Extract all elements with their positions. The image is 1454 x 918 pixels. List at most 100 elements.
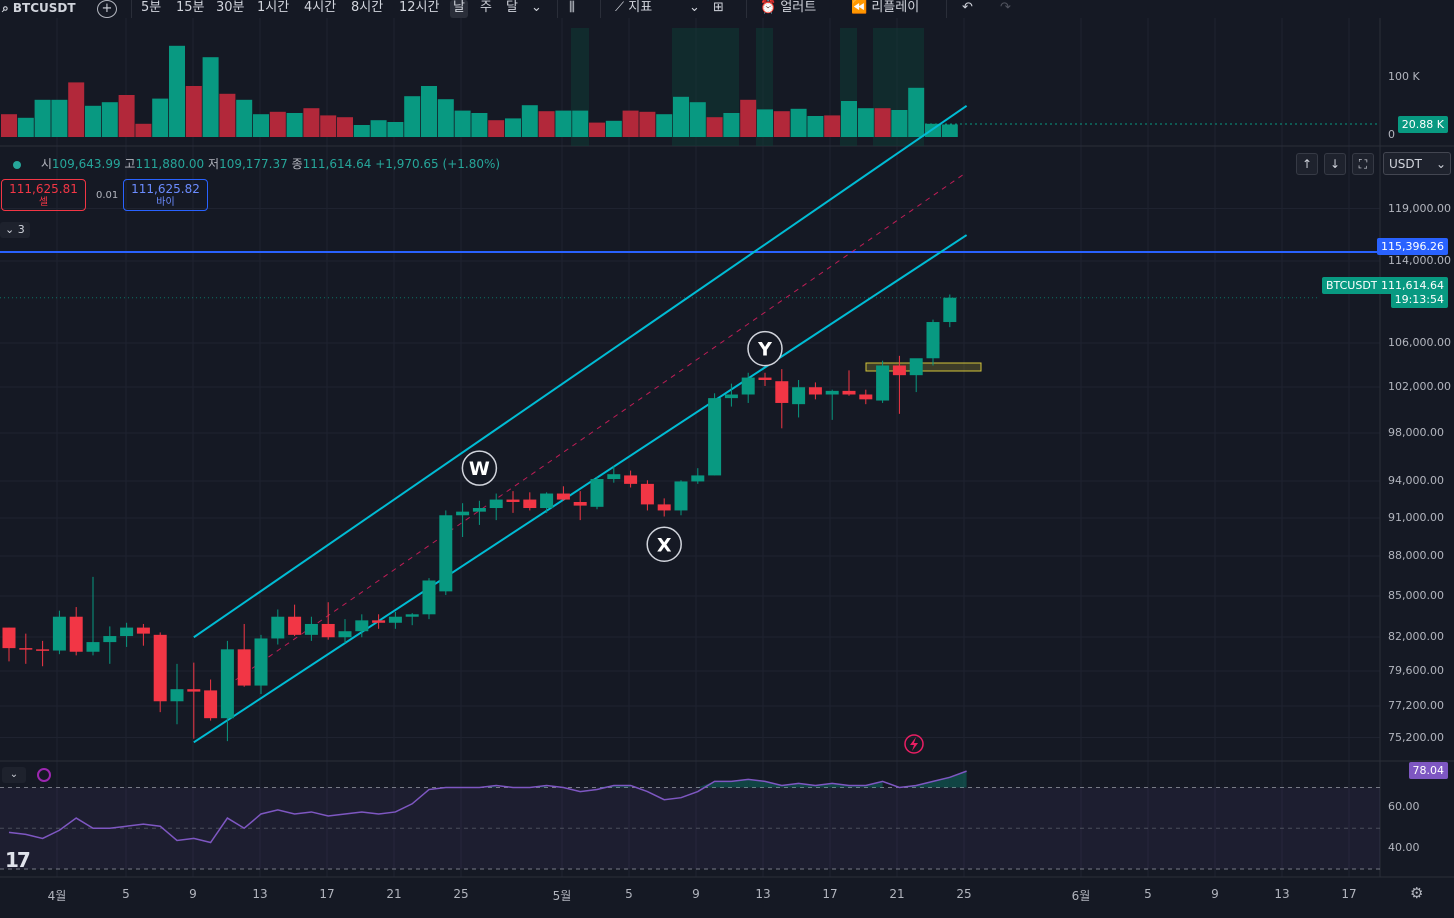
- volume-bar: [605, 120, 622, 137]
- toolbar-divider: [557, 0, 558, 18]
- close-value: 111,614.64: [302, 157, 372, 171]
- volume-bar: [219, 93, 236, 137]
- interval-12h[interactable]: 12시간: [399, 0, 440, 15]
- time-axis-tick: 5: [122, 887, 130, 901]
- volume-bar: [572, 110, 589, 137]
- volume-bar: [773, 111, 790, 137]
- price-axis-tick: 102,000.00: [1388, 380, 1451, 393]
- time-axis-tick: 17: [822, 887, 838, 901]
- candle-body: [439, 515, 453, 592]
- rsi-axis-60: 60.00: [1388, 800, 1420, 813]
- candle-body: [321, 623, 335, 638]
- price-axis-tick: 98,000.00: [1388, 426, 1444, 439]
- low-label: 저: [208, 157, 220, 171]
- replay-button[interactable]: ⏪ 리플레이: [851, 0, 920, 15]
- time-axis-tick: 25: [453, 887, 469, 901]
- hline-price-label: 115,396.26: [1377, 238, 1448, 255]
- volume-bar: [17, 117, 34, 137]
- candle-body: [220, 649, 234, 719]
- symbol-search[interactable]: ⌕ BTCUSDT: [2, 1, 76, 15]
- volume-bar: [622, 110, 639, 137]
- compare-add-button[interactable]: +: [97, 0, 117, 18]
- rsi-line: [8, 770, 967, 844]
- candle-body: [2, 627, 16, 649]
- ohlc-legend: 시109,643.99 고111,880.00 저109,177.37 종111…: [13, 155, 500, 172]
- indicators-dropdown[interactable]: ⌄: [689, 0, 700, 15]
- interval-month[interactable]: 달: [506, 0, 518, 15]
- toolbar-divider: [946, 0, 947, 18]
- layouts-icon[interactable]: ⊞: [713, 0, 724, 15]
- currency-select[interactable]: USDT ⌄: [1383, 152, 1451, 175]
- indicators-collapse-button[interactable]: ⌄ 3: [0, 222, 30, 238]
- volume-bar: [421, 86, 437, 137]
- volume-last-label: 20.88 K: [1397, 116, 1448, 133]
- sell-price: 111,625.81: [9, 182, 78, 196]
- candle-body: [909, 358, 923, 376]
- interval-dropdown[interactable]: ⌄: [531, 0, 542, 15]
- gear-icon[interactable]: ⚙: [1410, 884, 1424, 902]
- price-axis-tick: 82,000.00: [1388, 630, 1444, 643]
- candle-body: [674, 481, 688, 511]
- candle-body: [86, 642, 100, 652]
- scroll-up-icon[interactable]: ↑: [1296, 153, 1318, 175]
- interval-day[interactable]: 날: [450, 0, 468, 18]
- volume-bar: [135, 123, 152, 137]
- volume-bar: [723, 113, 740, 137]
- volume-bar: [941, 124, 958, 137]
- price-axis-tick: 91,000.00: [1388, 511, 1444, 524]
- volume-bar: [118, 95, 135, 137]
- channel-upper-line: [193, 105, 968, 639]
- indicators-icon: ⟋: [615, 0, 629, 15]
- time-axis-tick: 13: [755, 887, 771, 901]
- price-axis-tick: 85,000.00: [1388, 589, 1444, 602]
- indicators-button[interactable]: ⟋ 지표: [615, 0, 653, 15]
- rsi-overbought-fill: [697, 781, 715, 788]
- wave-label-circle: [646, 526, 682, 563]
- price-axis-tick: 114,000.00: [1388, 254, 1451, 267]
- time-axis-tick: 13: [1274, 887, 1290, 901]
- interval-15m[interactable]: 15분: [176, 0, 205, 15]
- volume-bar: [454, 110, 471, 137]
- candle-body: [204, 690, 218, 719]
- price-axis-tick: 106,000.00: [1388, 336, 1451, 349]
- candle-body: [69, 616, 83, 652]
- candle-body: [607, 474, 621, 480]
- interval-1h[interactable]: 1시간: [257, 0, 290, 15]
- candle-body: [926, 322, 940, 359]
- sell-button[interactable]: 111,625.81 셀: [1, 179, 86, 211]
- rsi-collapse-button[interactable]: ⌄: [2, 767, 26, 783]
- volume-bar: [874, 108, 891, 137]
- high-label: 고: [124, 157, 136, 171]
- maximize-icon[interactable]: ⛶: [1352, 153, 1374, 175]
- candle-body: [590, 479, 604, 507]
- candle-body: [254, 638, 268, 686]
- redo-icon[interactable]: ↷: [1000, 0, 1011, 15]
- time-axis-tick: 9: [189, 887, 197, 901]
- candle-body: [472, 508, 486, 512]
- candle-body: [624, 475, 638, 484]
- interval-8h[interactable]: 8시간: [351, 0, 384, 15]
- undo-icon[interactable]: ↶: [962, 0, 973, 15]
- volume-bar: [521, 105, 538, 137]
- volume-bar: [337, 117, 353, 137]
- rsi-axis-40: 40.00: [1388, 841, 1420, 854]
- toolbar-divider: [746, 0, 747, 18]
- candle-body: [372, 620, 386, 623]
- tradingview-logo[interactable]: 17: [5, 848, 31, 872]
- buy-button[interactable]: 111,625.82 바이: [123, 179, 208, 211]
- interval-4h[interactable]: 4시간: [304, 0, 337, 15]
- interval-5m[interactable]: 5분: [141, 0, 162, 15]
- volume-bar: [908, 87, 925, 137]
- time-axis-tick: 9: [692, 887, 700, 901]
- volume-bar: [471, 113, 488, 137]
- interval-30m[interactable]: 30분: [216, 0, 245, 15]
- scroll-down-icon[interactable]: ↓: [1324, 153, 1346, 175]
- candle-body: [120, 627, 134, 637]
- toolbar-divider: [131, 0, 132, 18]
- candle-style-icon[interactable]: ⫼: [569, 0, 575, 15]
- candle-body: [775, 381, 789, 403]
- alert-button[interactable]: ⏰ 얼러트: [760, 0, 817, 15]
- volume-bar: [152, 98, 169, 137]
- interval-week[interactable]: 주: [480, 0, 492, 15]
